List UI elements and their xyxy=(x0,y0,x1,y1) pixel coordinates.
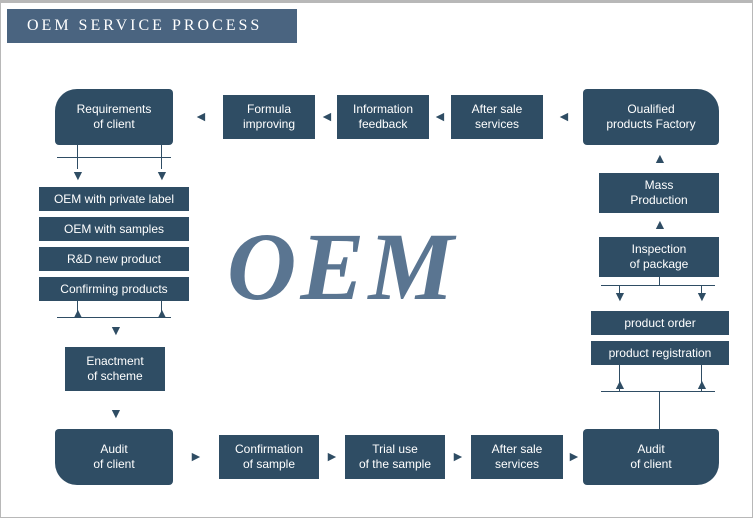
arrow-left xyxy=(433,109,447,123)
arrow-down xyxy=(155,168,169,182)
node-info_feedback: Informationfeedback xyxy=(337,95,429,139)
connector-h xyxy=(57,157,171,158)
node-confirming: Confirming products xyxy=(39,277,189,301)
node-prod_order: product order xyxy=(591,311,729,335)
node-audit_left: Auditof client xyxy=(55,429,173,485)
node-rnd: R&D new product xyxy=(39,247,189,271)
node-trial: Trial useof the sample xyxy=(345,435,445,479)
connector-v xyxy=(659,277,660,285)
node-requirements: Requirementsof client xyxy=(55,89,173,145)
node-conf_sample: Confirmationof sample xyxy=(219,435,319,479)
connector-h xyxy=(57,317,171,318)
arrow-up xyxy=(653,151,667,165)
connector-v xyxy=(659,391,660,429)
node-formula: Formulaimproving xyxy=(223,95,315,139)
node-enactment: Enactmentof scheme xyxy=(65,347,165,391)
connector-v xyxy=(619,365,620,391)
connector-v xyxy=(161,145,162,157)
arrow-right xyxy=(451,449,465,463)
connector-v xyxy=(161,301,162,317)
node-aftersale_bot: After saleservices xyxy=(471,435,563,479)
connector-v xyxy=(77,157,78,169)
arrow-down xyxy=(109,406,123,420)
arrow-left xyxy=(557,109,571,123)
connector-v xyxy=(77,145,78,157)
node-inspection: Inspectionof package xyxy=(599,237,719,277)
node-aftersale_top: After saleservices xyxy=(451,95,543,139)
arrow-right xyxy=(325,449,339,463)
arrow-right xyxy=(189,449,203,463)
connector-v xyxy=(619,285,620,293)
connector-h xyxy=(601,391,715,392)
arrow-down xyxy=(71,168,85,182)
node-audit_right: Auditof client xyxy=(583,429,719,485)
page-title: OEM SERVICE PROCESS xyxy=(7,9,297,43)
arrow-up xyxy=(653,217,667,231)
connector-v xyxy=(161,157,162,169)
node-oem_private: OEM with private label xyxy=(39,187,189,211)
arrow-right xyxy=(567,449,581,463)
arrow-left xyxy=(194,109,208,123)
node-prod_reg: product registration xyxy=(591,341,729,365)
node-oem_samples: OEM with samples xyxy=(39,217,189,241)
node-qualified: Oualifiedproducts Factory xyxy=(583,89,719,145)
connector-v xyxy=(77,301,78,317)
connector-v xyxy=(701,365,702,391)
node-mass: MassProduction xyxy=(599,173,719,213)
diagram-canvas: OEM Requirementsof client Formulaimprovin… xyxy=(9,51,744,509)
center-logo: OEM xyxy=(227,211,458,322)
arrow-left xyxy=(320,109,334,123)
connector-v xyxy=(701,285,702,293)
arrow-down xyxy=(109,323,123,337)
